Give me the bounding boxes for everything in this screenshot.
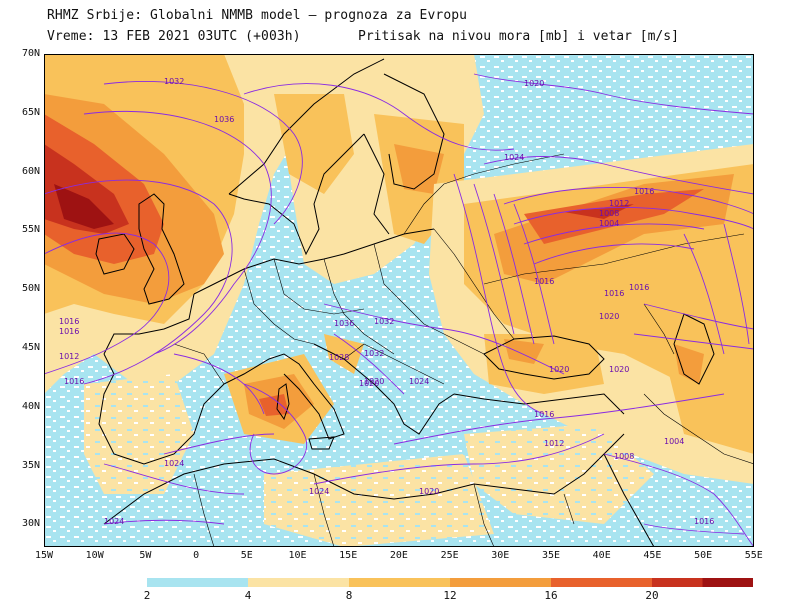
- isobar-label: 1036: [334, 319, 354, 328]
- isobar-label: 1020: [599, 312, 619, 321]
- lon-tick-label: 55E: [744, 550, 763, 561]
- lat-tick-label: 40N: [21, 400, 40, 412]
- isobar-label: 1008: [599, 209, 619, 218]
- isobar-label: 1012: [609, 199, 629, 208]
- wind-zone-4-8-iberia: [84, 374, 194, 494]
- isobar-label: 1016: [59, 327, 79, 336]
- colorbar-segment: [248, 578, 349, 587]
- isobar-label: 1024: [409, 377, 429, 386]
- lon-tick-label: 15E: [339, 550, 358, 561]
- map-variable-description: Pritisak na nivou mora [mb] i vetar [m/s…: [358, 29, 679, 44]
- isobar-label: 1032: [374, 317, 394, 326]
- isobar-label: 1016: [694, 517, 714, 526]
- wind-zone-16-20-tyrrhenian: [259, 394, 289, 416]
- isobar-label: 1032: [364, 349, 384, 358]
- lat-tick-label: 60N: [21, 165, 40, 177]
- lat-tick-label: 35N: [21, 459, 40, 471]
- lat-tick-label: 45N: [21, 342, 40, 353]
- lon-tick-label: 50E: [694, 550, 713, 561]
- isobars: [44, 73, 754, 547]
- map-area: 1032 1036 1020 1024 1016 1012 1008 1004 1036 1028…: [44, 54, 754, 547]
- wind-zone-16-20-east: [524, 189, 704, 244]
- wind-zone-12-16-baltic: [394, 144, 444, 194]
- pressure-wind-map: 1032103610201024101610121008100410361028…: [44, 54, 754, 547]
- isobar-label: 1024: [164, 459, 184, 468]
- lat-tick-label: 50N: [21, 283, 40, 295]
- isobar-label: 1024: [104, 517, 124, 526]
- lon-tick-label: 25E: [440, 550, 459, 561]
- colorbar-segment: [551, 578, 652, 587]
- map-frame: [44, 54, 754, 547]
- colorbar: [147, 578, 753, 587]
- lat-tick-label: 70N: [21, 48, 40, 59]
- isobar-label: 1008: [614, 452, 634, 461]
- colorbar-tick-label: 16: [544, 589, 558, 602]
- lon-tick-label: 10E: [288, 550, 307, 561]
- isobar-label: 1020: [609, 365, 629, 374]
- lon-tick-label: 35E: [541, 550, 561, 561]
- wind-zone-8-12-scandinavia: [274, 94, 354, 194]
- colorbar-tick-label: 20: [645, 589, 659, 602]
- isobar-label: 1012: [544, 439, 564, 448]
- lon-tick-label: 15W: [34, 550, 54, 561]
- colorbar-segment: [702, 578, 753, 587]
- isobar-label: 1036: [214, 115, 234, 124]
- colorbar-segment: [349, 578, 450, 587]
- colorbar-tick-label: 8: [345, 589, 353, 602]
- isobar-label: 1004: [664, 437, 684, 446]
- lon-tick-label: 45E: [643, 550, 662, 561]
- isobar-label: 1012: [59, 352, 79, 361]
- isobar-label: 1016: [59, 317, 79, 326]
- isobar-label: 1016: [64, 377, 84, 386]
- colorbar-tick-label: 2: [143, 589, 151, 602]
- isobar-label: 1020: [364, 377, 384, 386]
- isobar-label: 1028: [329, 353, 349, 362]
- colorbar-tick-label: 12: [443, 589, 457, 602]
- lat-tick-label: 65N: [21, 106, 40, 118]
- wind-zone-4-8-turkey: [464, 424, 654, 524]
- lon-tick-label: 40E: [592, 550, 611, 561]
- wind-zone-12-16-caspian: [674, 344, 704, 384]
- lon-tick-label: 30E: [491, 550, 510, 561]
- wind-zone-max-atlantic: [54, 184, 114, 229]
- map-title: RHMZ Srbije: Globalni NMMB model – progn…: [47, 8, 468, 23]
- lon-tick-label: 10W: [85, 550, 104, 561]
- isobar-label: 1032: [164, 77, 184, 86]
- isobar-label: 1016: [604, 289, 624, 298]
- isobar-label: 1016: [629, 283, 649, 292]
- isobar-label: 1016: [634, 187, 654, 196]
- wind-zones: [44, 54, 754, 547]
- colorbar-segment: [147, 578, 248, 587]
- isobar-label: 1024: [309, 487, 329, 496]
- isobar-label: 1020: [419, 487, 439, 496]
- isobar-label: 1016: [534, 277, 554, 286]
- lon-tick-label: 5E: [240, 550, 253, 561]
- country-borders: [173, 153, 754, 547]
- isobar-label: 1020: [549, 365, 569, 374]
- isobar-label: 1016: [534, 410, 554, 419]
- colorbar-segment: [450, 578, 551, 587]
- isobar-labels: 1032103610201024101610121008100410361028…: [59, 77, 714, 526]
- wind-zone-12-16-blacksea: [504, 339, 544, 364]
- forecast-time: Vreme: 13 FEB 2021 03UTC (+003h): [47, 29, 301, 44]
- colorbar-tick-label: 4: [244, 589, 252, 602]
- lon-tick-label: 5W: [139, 550, 152, 561]
- lat-tick-label: 30N: [21, 518, 40, 530]
- lat-tick-label: 55N: [21, 224, 40, 236]
- lon-tick-label: 20E: [389, 550, 408, 561]
- colorbar-segment: [652, 578, 703, 587]
- isobar-label: 1020: [524, 79, 544, 88]
- isobar-label: 1024: [504, 153, 524, 162]
- isobar-label: 1020: [359, 379, 379, 388]
- wind-zone-8-12-adriatic: [324, 334, 364, 374]
- isobar-label: 1004: [599, 219, 619, 228]
- lon-tick-label: 0: [193, 550, 200, 561]
